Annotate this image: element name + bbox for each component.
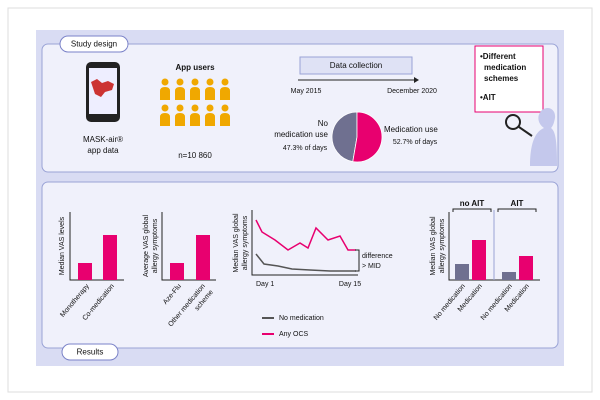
dc-title: Data collection: [330, 61, 382, 70]
y-label: Average VAS global: [143, 215, 150, 277]
person-head: [191, 78, 199, 86]
pie: [331, 111, 383, 163]
results-title: Results: [77, 348, 104, 357]
person-head: [161, 78, 169, 86]
bar: [502, 272, 516, 280]
pie-slice: [331, 111, 358, 163]
y-label: Median VAS global: [430, 216, 437, 275]
study-title: Study design: [71, 40, 117, 49]
person-body: [220, 87, 230, 100]
person-head: [221, 104, 229, 112]
axes: [251, 210, 358, 276]
app-label: MASK-air®: [83, 135, 123, 144]
tab: [59, 35, 129, 53]
person-body: [160, 113, 170, 126]
bar: [103, 235, 117, 280]
arrow: [414, 77, 419, 83]
person-head: [191, 104, 199, 112]
person-head: [206, 104, 214, 112]
legend-label: Any OCS: [279, 331, 309, 338]
y-label: Median VAS levels: [59, 216, 66, 275]
study-box: [41, 43, 559, 173]
panel-label: AIT: [511, 199, 524, 208]
focus-text: •AIT: [480, 93, 496, 102]
focus-text: schemes: [484, 74, 519, 83]
person-body: [205, 87, 215, 100]
person-body: [190, 87, 200, 100]
person-body: [175, 113, 185, 126]
person-body: [220, 113, 230, 126]
slice-label: medication use: [274, 130, 328, 139]
users-count: n=10 860: [178, 151, 212, 160]
person-body: [160, 87, 170, 100]
users-icons: [160, 78, 230, 126]
app-label: app data: [87, 146, 119, 155]
bar: [196, 235, 210, 280]
bar: [472, 240, 486, 280]
focus-text: medication: [484, 63, 526, 72]
dc-box: [299, 56, 413, 75]
slice-value: 47.3% of days: [283, 145, 328, 152]
bar: [78, 263, 92, 280]
map: [91, 79, 114, 97]
panel-bracket: [452, 208, 537, 212]
magnifier-handle: [518, 126, 533, 137]
person-head: [206, 78, 214, 86]
slice-value: 52.7% of days: [393, 139, 438, 146]
person-body: [190, 113, 200, 126]
pie-slice: [352, 111, 383, 163]
users-title: App users: [175, 63, 215, 72]
legend-label: No medication: [279, 315, 324, 322]
bracket: [355, 249, 360, 272]
results-box: [41, 181, 559, 349]
line: [255, 253, 356, 272]
focus-text: •Different: [480, 52, 516, 61]
dc-start: May 2015: [291, 88, 322, 95]
bar: [519, 256, 533, 280]
person-head: [161, 104, 169, 112]
magnifier: [505, 114, 521, 130]
person-head: [176, 78, 184, 86]
person: [530, 107, 557, 166]
panel-label: no AIT: [460, 199, 485, 208]
x-start: Day 1: [256, 281, 274, 288]
bar: [170, 263, 184, 280]
y-label: Median VAS global: [233, 213, 240, 272]
tab: [61, 343, 119, 361]
y-label: allergy symptoms: [242, 215, 249, 270]
annotation: > MID: [362, 263, 381, 270]
y-label: allergy symptoms: [439, 218, 446, 273]
person-body: [205, 113, 215, 126]
y-label: allergy symptoms: [152, 218, 159, 273]
person-body: [175, 87, 185, 100]
person-head: [176, 104, 184, 112]
bar: [455, 264, 469, 280]
x-end: Day 15: [339, 281, 361, 288]
dc-end: December 2020: [387, 88, 437, 95]
slice-label: No: [318, 119, 329, 128]
annotation: difference: [362, 253, 393, 260]
slice-label: Medication use: [384, 125, 438, 134]
focus-box: [474, 45, 544, 113]
person-head: [221, 78, 229, 86]
line: [255, 219, 356, 251]
